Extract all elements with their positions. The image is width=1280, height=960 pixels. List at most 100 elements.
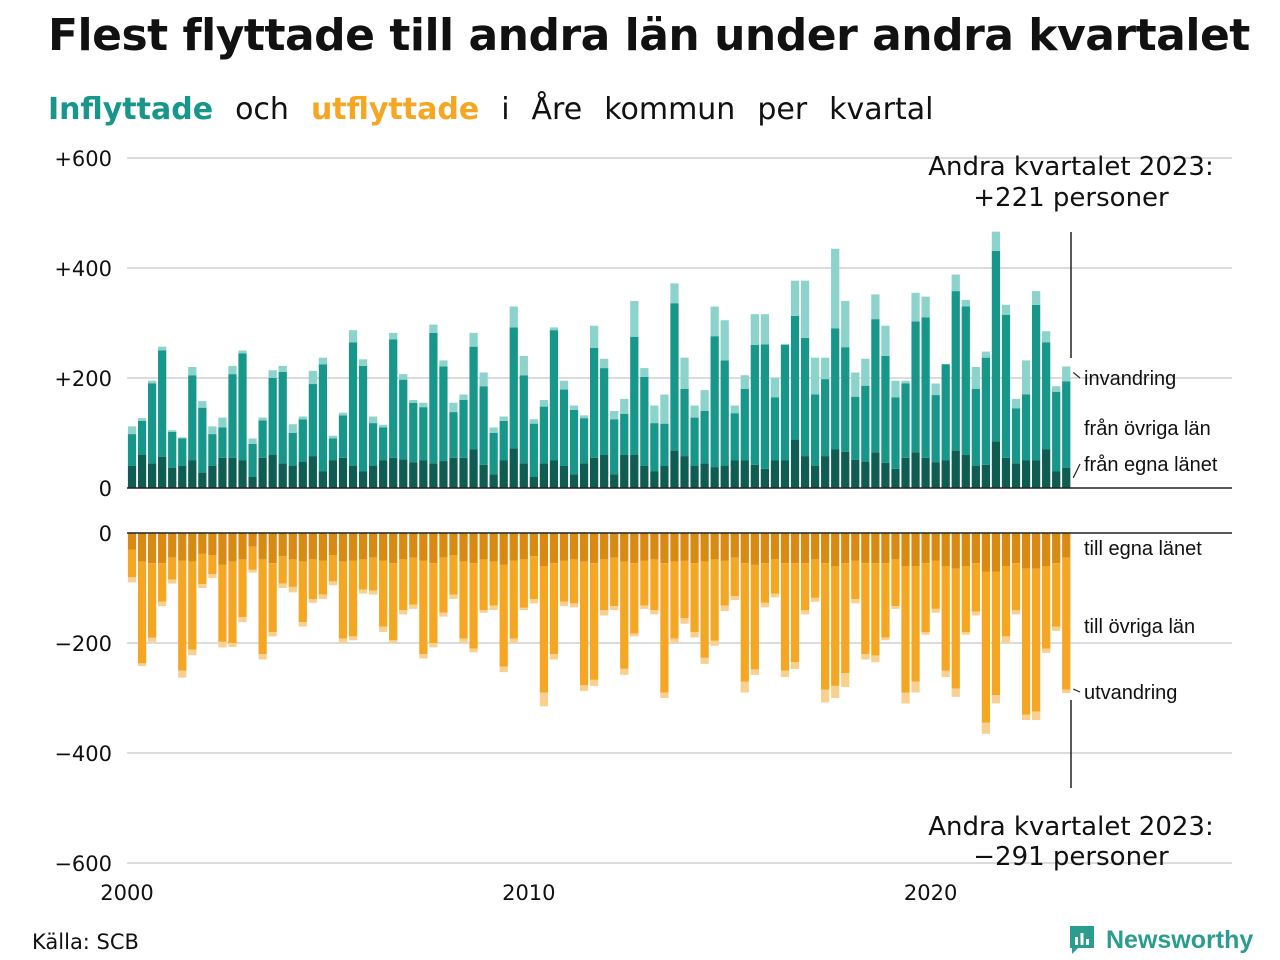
bar-outflow-local <box>569 533 579 560</box>
bar-inflow-other <box>740 389 749 461</box>
bar-inflow-local <box>881 462 890 488</box>
bar-inflow-immigration <box>298 416 307 420</box>
bar-inflow-immigration <box>559 380 569 390</box>
bar-outflow-local <box>278 533 287 557</box>
subtitle-word: per <box>757 92 808 127</box>
annotations: Andra kvartalet 2023:+221 personerAndra … <box>928 152 1213 872</box>
bar-outflow-local <box>559 533 569 561</box>
bar-outflow-local <box>841 533 850 564</box>
bar-outflow-other <box>268 563 277 632</box>
bar-outflow-emigration <box>178 670 187 678</box>
bar-inflow-immigration <box>931 383 940 396</box>
bar-inflow-immigration <box>489 427 498 433</box>
bar-outflow-emigration <box>389 640 398 643</box>
bar-inflow-local <box>529 477 538 488</box>
bar-inflow-other <box>579 418 589 464</box>
bar-inflow-local <box>168 467 177 488</box>
bar-inflow-immigration <box>338 412 348 416</box>
bar-outflow-local <box>549 533 559 564</box>
bar-outflow-local <box>1052 533 1061 564</box>
bar-inflow-local <box>760 468 770 488</box>
bar-inflow-local <box>147 463 157 488</box>
bar-outflow-other <box>569 559 579 604</box>
bar-inflow-other <box>730 413 739 461</box>
bar-inflow-immigration <box>429 324 438 333</box>
bar-outflow-other <box>168 557 177 580</box>
newsworthy-logo-text: Newsworthy <box>1106 925 1254 954</box>
bar-inflow-immigration <box>439 360 448 367</box>
bar-outflow-other <box>509 560 518 639</box>
outflow-annotation-line1: Andra kvartalet 2023: <box>928 812 1213 842</box>
bar-outflow-other <box>780 563 790 671</box>
bar-inflow-other <box>971 389 980 466</box>
bar-inflow-other <box>961 306 970 455</box>
bar-inflow-other <box>308 384 317 457</box>
bar-inflow-other <box>1052 391 1061 472</box>
bar-inflow-other <box>710 336 719 468</box>
bar-outflow-local <box>821 533 830 564</box>
bar-outflow-other <box>680 560 689 619</box>
bar-outflow-other <box>610 557 619 607</box>
bar-inflow-local <box>911 452 920 488</box>
bar-inflow-other <box>760 344 770 469</box>
bar-outflow-local <box>469 533 478 564</box>
bar-outflow-emigration <box>710 640 719 646</box>
bar-outflow-local <box>208 533 217 555</box>
bar-outflow-other <box>469 563 478 649</box>
bar-inflow-immigration <box>379 424 388 428</box>
bar-outflow-emigration <box>439 612 448 617</box>
bar-inflow-local <box>680 456 689 488</box>
bar-outflow-emigration <box>459 638 468 643</box>
newsworthy-logo: Newsworthy <box>1068 924 1253 956</box>
bar-outflow-local <box>127 533 137 550</box>
bar-inflow-local <box>660 466 669 488</box>
bar-inflow-immigration <box>780 343 790 345</box>
bar-inflow-other <box>931 395 940 463</box>
bar-inflow-local <box>831 449 840 488</box>
bar-inflow-immigration <box>278 365 287 372</box>
bar-outflow-local <box>951 533 960 569</box>
bar-inflow-immigration <box>901 380 910 384</box>
x-tick-label: 2020 <box>904 881 957 905</box>
bar-outflow-emigration <box>720 605 729 612</box>
bar-inflow-local <box>509 448 518 488</box>
bar-outflow-emigration <box>650 610 659 615</box>
bar-outflow-emigration <box>1011 610 1021 615</box>
bar-inflow-local <box>770 460 780 488</box>
bar-outflow-local <box>539 533 549 566</box>
bar-outflow-local <box>147 533 157 564</box>
bar-inflow-other <box>951 291 960 451</box>
bar-inflow-other <box>670 303 679 451</box>
bar-inflow-immigration <box>549 327 559 331</box>
bar-inflow-local <box>479 464 488 488</box>
bar-inflow-immigration <box>971 367 980 389</box>
bar-inflow-local <box>690 466 699 488</box>
bar-outflow-emigration <box>308 599 317 603</box>
bar-outflow-local <box>670 533 679 562</box>
bar-inflow-immigration <box>499 416 508 421</box>
bar-inflow-local <box>379 460 388 488</box>
outflow-series-label: till egna länet <box>1084 538 1202 560</box>
bar-outflow-emigration <box>941 670 950 678</box>
bar-outflow-local <box>991 533 1001 572</box>
bar-inflow-other <box>921 317 930 458</box>
bar-inflow-local <box>610 474 619 488</box>
bar-outflow-other <box>579 561 589 686</box>
bar-inflow-local <box>338 457 348 488</box>
bar-inflow-other <box>127 434 137 466</box>
bar-inflow-local <box>489 474 498 488</box>
bar-inflow-other <box>328 438 338 461</box>
bar-outflow-other <box>871 563 880 656</box>
bar-inflow-local <box>198 472 207 488</box>
bar-inflow-other <box>198 407 207 473</box>
bar-outflow-emigration <box>871 655 880 663</box>
bar-inflow-other <box>348 342 358 466</box>
outflow-y-tick-label: 0 <box>99 522 112 546</box>
bar-inflow-other <box>258 420 267 458</box>
bar-outflow-other <box>429 563 438 643</box>
bar-inflow-other <box>841 347 850 452</box>
bar-inflow-other <box>389 339 398 458</box>
bar-inflow-immigration <box>1031 291 1041 305</box>
bar-outflow-other <box>449 555 458 595</box>
bar-inflow-immigration <box>198 401 207 408</box>
